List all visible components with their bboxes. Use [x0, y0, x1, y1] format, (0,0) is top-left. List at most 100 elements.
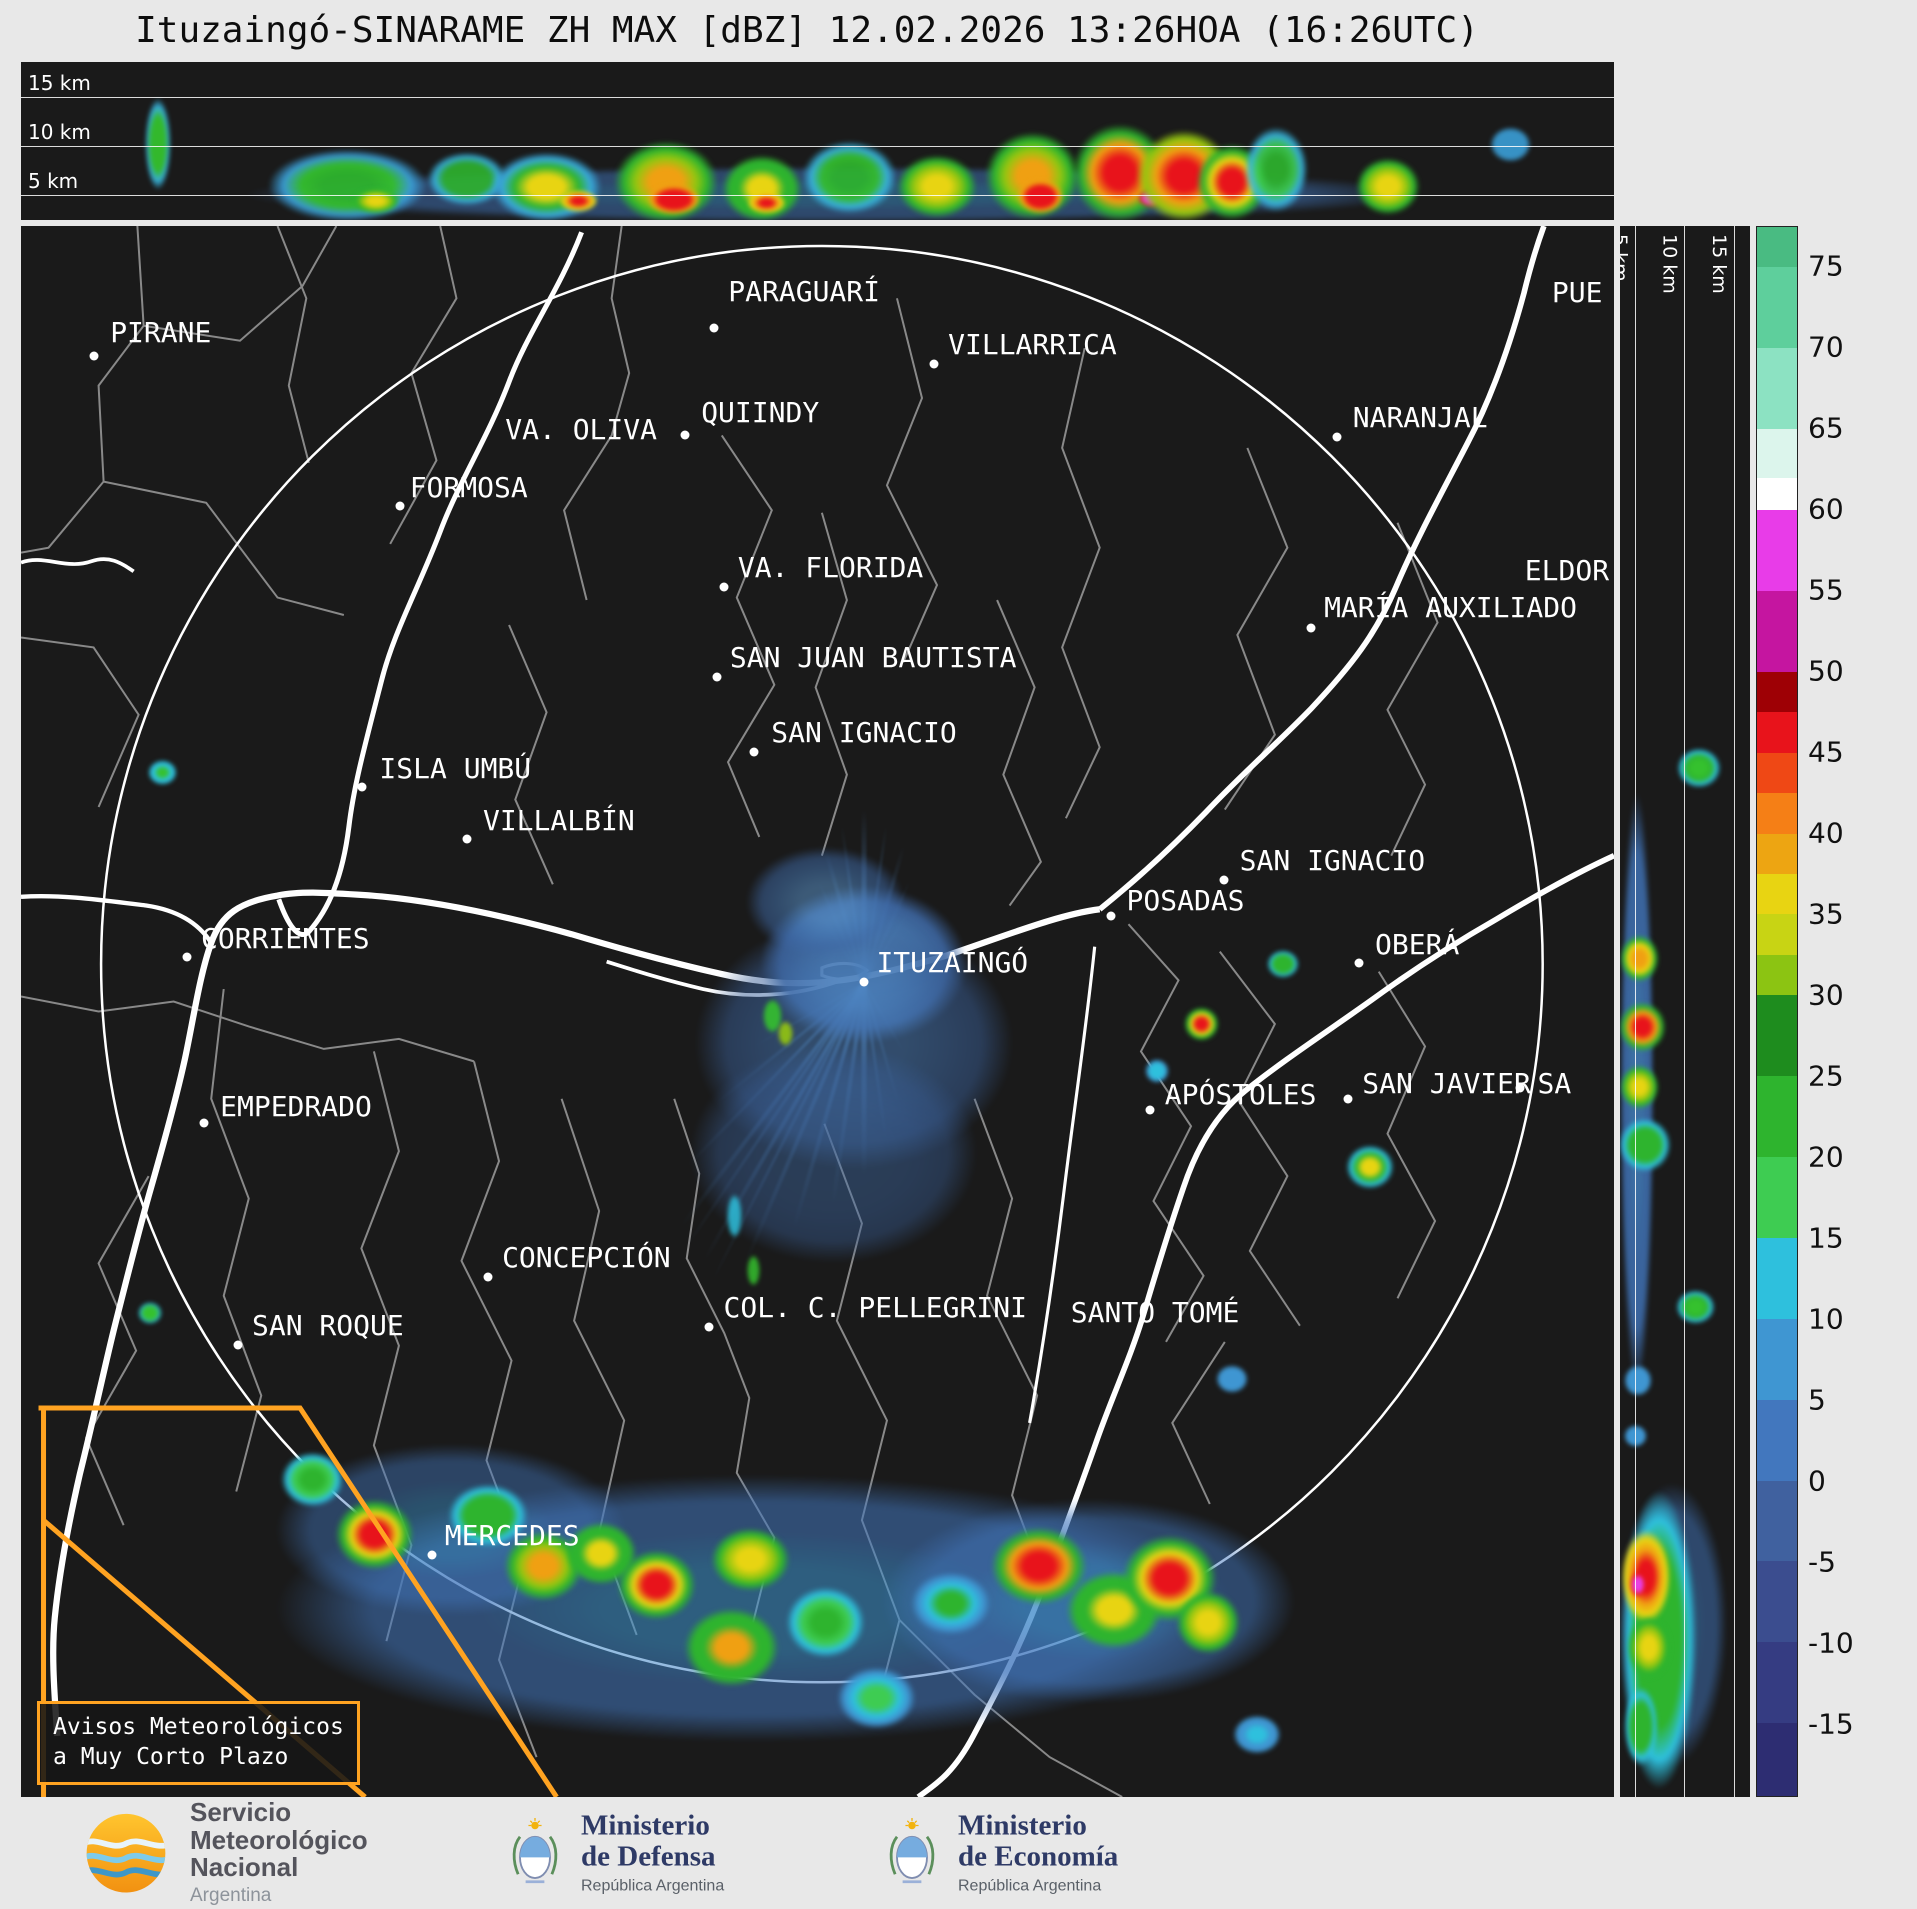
page-title: Ituzaingó-SINARAME ZH MAX [dBZ] 12.02.20…: [135, 10, 1479, 51]
echo-blob: [148, 760, 178, 786]
river-parana-northeast: [1097, 226, 1547, 912]
echo-blob: [1623, 1364, 1653, 1397]
city-marker-dot: [1332, 432, 1342, 441]
warning-box-line2: a Muy Corto Plazo: [53, 1744, 289, 1771]
colorbar-tick-label: 40: [1808, 816, 1844, 850]
echo-blob: [1175, 1591, 1240, 1655]
echo-blob: [801, 141, 898, 214]
city-label: MARÍA AUXILIADO: [1324, 590, 1577, 624]
height-line-10km: [21, 145, 1614, 147]
city-label: SA: [1537, 1066, 1572, 1100]
river-aguapey: [1028, 946, 1097, 1424]
city-marker-dot: [749, 747, 759, 757]
echo-blob: [1630, 1572, 1646, 1598]
colorbar-tick-label: 25: [1808, 1059, 1844, 1093]
colorbar-segment: [1757, 227, 1797, 268]
city-label: NARANJAL: [1352, 400, 1488, 434]
echo-blob: [1621, 1529, 1671, 1625]
colorbar-tick-label: 65: [1808, 411, 1844, 445]
height-label-10km: 10 km: [28, 119, 91, 144]
city-label: VILLALBÍN: [482, 804, 635, 838]
city-label: MERCEDES: [444, 1519, 580, 1553]
colorbar-segment: [1757, 671, 1797, 713]
smn-name-line3: Nacional: [190, 1852, 299, 1883]
city-marker-dot: [233, 1340, 243, 1350]
echo-blob: [897, 155, 977, 219]
smn-name-line1: Servicio: [190, 1797, 292, 1828]
echo-blob: [1183, 1006, 1219, 1042]
echo-blob: [145, 98, 171, 190]
coat-of-arms-economia-icon: [889, 1818, 935, 1884]
echo-blob: [1144, 1059, 1169, 1083]
economia-wordmark: Ministerio de Economía República Argenti…: [958, 1810, 1119, 1896]
smn-wordmark: Servicio Meteorológico Nacional Argentin…: [190, 1799, 368, 1907]
city-marker-dot: [859, 977, 869, 987]
smn-logo-group: Servicio Meteorológico Nacional Argentin…: [78, 1799, 368, 1907]
city-label: SAN JAVIER: [1362, 1066, 1531, 1100]
cross-section-right-panel: 5 km 10 km 15 km: [1620, 226, 1750, 1797]
height-line-5km: [21, 194, 1614, 196]
city-marker-dot: [680, 430, 690, 440]
echo-layer-map: [21, 226, 1614, 1797]
colorbar-segment: [1757, 1318, 1797, 1400]
echo-blob: [1620, 1002, 1666, 1053]
colorbar-tick-label: 10: [1808, 1302, 1844, 1336]
echo-blob: [616, 1549, 697, 1621]
colorbar-tick-label: 35: [1808, 897, 1844, 931]
echo-blob: [1620, 1118, 1671, 1172]
city-label: EMPEDRADO: [220, 1090, 372, 1124]
footer: Servicio Meteorológico Nacional Argentin…: [0, 1797, 1917, 1909]
river-top-left: [21, 557, 135, 573]
city-marker-dot: [357, 782, 367, 792]
city-marker-dot: [89, 351, 99, 361]
smn-country-label: Argentina: [190, 1884, 272, 1906]
echo-blob: [1620, 934, 1659, 982]
city-layer: PIRANE PARAGUARÍ VILLARRICA QUIINDY VA. OLIV…: [21, 226, 1614, 1797]
defensa-line2: de Defensa: [581, 1841, 716, 1873]
echo-blob: [1626, 1616, 1671, 1680]
economia-line2: de Economía: [958, 1841, 1119, 1873]
city-label: SAN IGNACIO: [1239, 843, 1426, 877]
echo-blob: [710, 1528, 791, 1592]
colorbar-tick-label: 20: [1808, 1140, 1844, 1174]
height-label-10km-right: 10 km: [1658, 234, 1681, 294]
coat-of-arms-defensa-icon: [512, 1818, 558, 1884]
colorbar-tick-label: 70: [1808, 330, 1844, 364]
echo-blob: [763, 998, 783, 1034]
echo-blob: [267, 148, 428, 220]
city-marker-dot: [1343, 1094, 1353, 1104]
echo-blob: [1233, 1714, 1282, 1754]
city-label: COL. C. PELLEGRINI: [723, 1291, 1027, 1325]
city-label: SAN IGNACIO: [771, 716, 957, 750]
echo-blob: [836, 1666, 917, 1730]
echo-blob: [747, 1255, 761, 1287]
echo-blob: [1489, 126, 1532, 162]
echo-blob: [747, 191, 786, 214]
colorbar-segment: [1757, 793, 1797, 834]
echo-blob: [352, 188, 401, 214]
colorbar-tick-label: 75: [1808, 249, 1844, 283]
height-label-5km: 5 km: [28, 168, 79, 193]
echo-blob: [1355, 158, 1420, 216]
height-label-15km-right: 15 km: [1707, 234, 1730, 294]
echo-blob: [1623, 1687, 1658, 1766]
city-marker-dot: [712, 672, 722, 682]
colorbar-segment: [1757, 1561, 1797, 1643]
river-parana-west-arm: [21, 893, 214, 945]
city-label: PIRANE: [110, 315, 212, 349]
colorbar-segment: [1757, 914, 1797, 955]
echo-blob: [745, 846, 906, 957]
echo-blob: [1620, 1064, 1659, 1109]
echo-blob: [138, 1302, 162, 1325]
city-marker-dot: [704, 1322, 714, 1332]
defensa-line3: República Argentina: [581, 1877, 725, 1895]
echo-blob: [1675, 1289, 1715, 1325]
city-label: CORRIENTES: [201, 922, 370, 956]
colorbar-segment: [1757, 1723, 1797, 1796]
colorbar-segment: [1757, 477, 1797, 511]
colorbar-segment: [1757, 348, 1797, 430]
colorbar-segment: [1757, 1399, 1797, 1481]
colorbar-segment: [1757, 995, 1797, 1077]
colorbar-segment: [1757, 712, 1797, 753]
city-marker-dot: [709, 323, 719, 333]
